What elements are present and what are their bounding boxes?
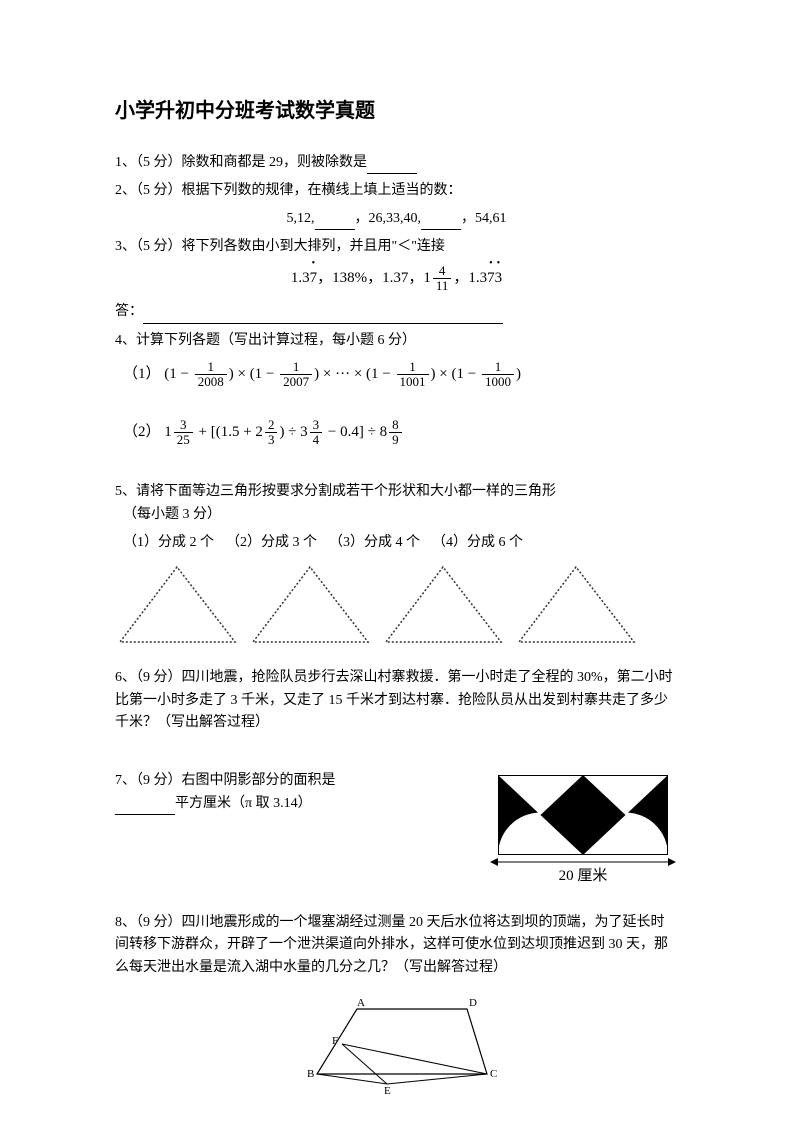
q3-mixed-whole: 1	[423, 270, 431, 286]
question-3: 3、（5 分）将下列各数由小到大排列，并且用"＜"连接 1.37，138%，1.…	[115, 236, 678, 293]
fr-den: 9	[389, 433, 402, 447]
q5-subs: （1）分成 2 个 （2）分成 3 个 （3）分成 4 个 （4）分成 6 个	[123, 532, 678, 554]
q5-s2: （2）分成 3 个	[226, 532, 317, 554]
question-5: 5、请将下面等边三角形按要求分割成若干个形状和大小都一样的三角形 （每小题 3 …	[115, 481, 678, 647]
question-1: 1、（5 分）除数和商都是 29，则被除数是	[115, 152, 678, 174]
q1-blank	[367, 160, 417, 174]
triangle-2	[248, 562, 373, 647]
q7-line2-row: 平方厘米（π 取 3.14）	[115, 793, 468, 815]
q4-text: 4、计算下列各题（写出计算过程，每小题 6 分）	[115, 330, 678, 352]
triangle-1	[115, 562, 240, 647]
label-B: B	[307, 1068, 314, 1080]
fr-den: 1001	[397, 375, 429, 389]
q7-blank	[115, 801, 175, 815]
fr-num: 1	[397, 360, 429, 375]
trapezoid-figure: A D B C E F	[297, 994, 497, 1094]
fr-den: 2007	[280, 375, 312, 389]
q4-m1: 325	[174, 418, 193, 448]
q4-m3: 34	[310, 418, 323, 448]
fr-den: 3	[265, 433, 278, 447]
fr-den: 25	[174, 433, 193, 447]
q7-line2: 平方厘米（π 取 3.14）	[175, 796, 312, 811]
q2-blank-1	[315, 216, 355, 230]
q2-seq-a: 5,12,	[287, 211, 315, 226]
q3-answer: 答：	[115, 301, 678, 323]
q2-text: 2、（5 分）根据下列数的规律，在横线上填上适当的数：	[115, 180, 678, 202]
q3-numbers: 1.37，138%，1.37，1411，1.373	[115, 264, 678, 294]
q3-n1-int: 1.3	[291, 270, 310, 286]
label-F: F	[332, 1035, 338, 1047]
q4-fr1: 12008	[195, 360, 227, 390]
q3-mixed-num: 4	[433, 264, 452, 279]
q4-p2-sub: − 0.4] ÷	[324, 424, 379, 440]
label-C: C	[490, 1068, 497, 1080]
q5-triangles	[115, 562, 678, 647]
q4-m4: 89	[389, 418, 402, 448]
fr-den: 4	[310, 433, 323, 447]
q7-figure: 20 厘米	[488, 770, 678, 893]
question-7: 7、（9 分）右图中阴影部分的面积是 平方厘米（π 取 3.14） 20 厘米	[115, 770, 678, 893]
fr-num: 1	[482, 360, 514, 375]
q4-part1: （1） (1 − 12008) × (1 − 12007) × ··· × (1…	[123, 360, 678, 390]
question-6: 6、（9 分）四川地震，抢险队员步行去深山村寨救援．第一小时走了全程的 30%，…	[115, 667, 678, 734]
label-E: E	[384, 1085, 391, 1094]
q4-p1-label: （1）	[123, 366, 161, 382]
question-4: 4、计算下列各题（写出计算过程，每小题 6 分） （1） (1 − 12008)…	[115, 330, 678, 448]
q5-text: 5、请将下面等边三角形按要求分割成若干个形状和大小都一样的三角形	[115, 481, 678, 503]
question-8: 8、（9 分）四川地震形成的一个堰塞湖经过测量 20 天后水位将达到坝的顶端，为…	[115, 912, 678, 979]
fr-num: 3	[174, 418, 193, 433]
fr-num: 1	[195, 360, 227, 375]
q3-answer-blank	[143, 310, 503, 324]
fr-den: 2008	[195, 375, 227, 389]
q3-mixed-frac: 411	[433, 264, 452, 294]
fr-num: 2	[265, 418, 278, 433]
page-title: 小学升初中分班考试数学真题	[115, 95, 678, 127]
q4-p2-div: ) ÷	[279, 424, 300, 440]
label-A: A	[357, 997, 365, 1009]
q4-fr3: 11001	[397, 360, 429, 390]
q4-p2-label: （2）	[123, 424, 161, 440]
q7-line1: 7、（9 分）右图中阴影部分的面积是	[115, 770, 468, 792]
q2-seq-c: ，54,61	[461, 211, 507, 226]
triangle-4	[514, 562, 639, 647]
q3-n1-dot: 7	[310, 266, 318, 290]
q4-m4-whole: 8	[380, 424, 388, 440]
q4-m2: 23	[265, 418, 278, 448]
fr-num: 8	[389, 418, 402, 433]
q4-fr4: 11000	[482, 360, 514, 390]
q3-n2: ，138%，1.37，	[317, 270, 423, 286]
q4-fr2: 12007	[280, 360, 312, 390]
q5-points: （每小题 3 分）	[123, 504, 678, 526]
q3-n3-pre: ，1.3	[453, 270, 487, 286]
q2-sequence: 5,12, ，26,33,40, ，54,61	[115, 208, 678, 230]
fr-num: 3	[310, 418, 323, 433]
q4-m1-whole: 1	[164, 424, 172, 440]
fr-num: 1	[280, 360, 312, 375]
q2-blank-2	[421, 216, 461, 230]
q3-n3-dot-a: 7	[487, 266, 495, 290]
q7-caption: 20 厘米	[559, 867, 608, 884]
q3-text: 3、（5 分）将下列各数由小到大排列，并且用"＜"连接	[115, 236, 678, 258]
q3-mixed-den: 11	[433, 279, 452, 293]
q4-m3-whole: 3	[300, 424, 308, 440]
q4-p2-mid: + [(1.5 + 2	[195, 424, 263, 440]
q3-answer-label: 答：	[115, 304, 143, 319]
q5-s3: （3）分成 4 个	[329, 532, 420, 554]
q5-s4: （4）分成 6 个	[432, 532, 523, 554]
q5-s1: （1）分成 2 个	[123, 532, 214, 554]
label-D: D	[469, 997, 477, 1009]
fr-den: 1000	[482, 375, 514, 389]
question-2: 2、（5 分）根据下列数的规律，在横线上填上适当的数： 5,12, ，26,33,…	[115, 180, 678, 230]
q2-seq-b: ，26,33,40,	[355, 211, 422, 226]
triangle-3	[381, 562, 506, 647]
q1-text: 1、（5 分）除数和商都是 29，则被除数是	[115, 155, 367, 170]
q4-part2: （2） 1325 + [(1.5 + 223) ÷ 334 − 0.4] ÷ 8…	[123, 418, 678, 448]
q3-n3-dot-b: 3	[495, 266, 503, 290]
